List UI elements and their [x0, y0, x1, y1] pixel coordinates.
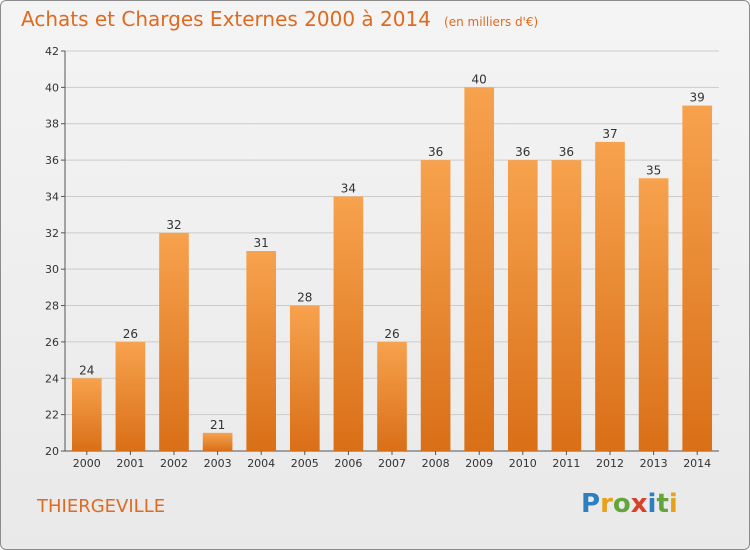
bar-value-label: 32 — [166, 218, 181, 232]
x-tick-label: 2009 — [465, 457, 493, 470]
bar — [71, 378, 102, 451]
bar-value-label: 40 — [472, 72, 487, 86]
bar — [464, 87, 495, 451]
bar — [420, 160, 451, 451]
x-tick-label: 2002 — [160, 457, 188, 470]
x-tick-label: 2003 — [204, 457, 232, 470]
x-tick-label: 2011 — [552, 457, 580, 470]
y-tick-label: 28 — [45, 300, 59, 313]
y-tick-label: 24 — [45, 372, 59, 385]
bar-value-label: 36 — [428, 145, 443, 159]
y-tick-label: 20 — [45, 445, 59, 458]
bar-value-label: 37 — [602, 127, 617, 141]
chart-title: Achats et Charges Externes 2000 à 2014 — [21, 7, 431, 31]
bar — [333, 196, 364, 451]
bar-value-label: 26 — [384, 327, 399, 341]
brand-letter: o — [612, 489, 631, 519]
x-tick-label: 2006 — [334, 457, 362, 470]
x-tick-label: 2007 — [378, 457, 406, 470]
commune-name: THIERGEVILLE — [37, 496, 166, 517]
bar-value-label: 24 — [79, 363, 94, 377]
bar — [551, 160, 582, 451]
bar — [595, 141, 625, 451]
bar — [202, 432, 233, 451]
chart-subtitle: (en milliers d'€) — [444, 15, 539, 29]
bar-value-label: 21 — [210, 418, 225, 432]
bar-value-label: 31 — [254, 236, 269, 250]
bar — [377, 341, 407, 451]
brand-letter: x — [630, 489, 648, 519]
y-tick-label: 42 — [45, 45, 59, 58]
y-tick-label: 36 — [45, 154, 59, 167]
bar-value-label: 36 — [559, 145, 574, 159]
bar — [638, 178, 669, 452]
brand-logo: Proxiti — [581, 489, 678, 519]
x-tick-label: 2000 — [73, 457, 101, 470]
brand-letter: t — [656, 489, 669, 519]
brand-letter: P — [581, 489, 601, 519]
y-tick-label: 30 — [45, 263, 59, 276]
x-tick-label: 2014 — [683, 457, 711, 470]
title-row: Achats et Charges Externes 2000 à 2014 (… — [21, 7, 538, 31]
label-layer: 20 22 24 26 28 30 32 34 36 38 40 42 24 2000 26 2001 32 20… — [45, 45, 711, 470]
bar — [115, 341, 146, 451]
bar — [159, 232, 189, 451]
bar — [682, 105, 713, 451]
x-tick-label: 2010 — [509, 457, 537, 470]
x-tick-label: 2012 — [596, 457, 624, 470]
y-tick-label: 38 — [45, 118, 59, 131]
x-tick-label: 2004 — [247, 457, 275, 470]
bar — [289, 305, 320, 451]
bar — [246, 251, 277, 451]
x-tick-label: 2001 — [116, 457, 144, 470]
y-tick-label: 26 — [45, 336, 59, 349]
bar-value-label: 28 — [297, 291, 312, 305]
bar — [507, 160, 538, 451]
bar-value-label: 35 — [646, 163, 661, 177]
bar-value-label: 36 — [515, 145, 530, 159]
y-tick-label: 32 — [45, 227, 59, 240]
x-tick-label: 2013 — [640, 457, 668, 470]
y-tick-label: 22 — [45, 409, 59, 422]
bar-value-label: 26 — [123, 327, 138, 341]
y-tick-label: 34 — [45, 190, 59, 203]
bar-value-label: 34 — [341, 181, 356, 195]
brand-letter: i — [647, 489, 657, 519]
x-tick-label: 2008 — [422, 457, 450, 470]
bar-value-label: 39 — [690, 91, 705, 105]
x-tick-label: 2005 — [291, 457, 319, 470]
y-tick-label: 40 — [45, 81, 59, 94]
bar-layer — [71, 87, 713, 452]
brand-letter: i — [668, 489, 678, 519]
brand-letter: r — [600, 489, 613, 519]
